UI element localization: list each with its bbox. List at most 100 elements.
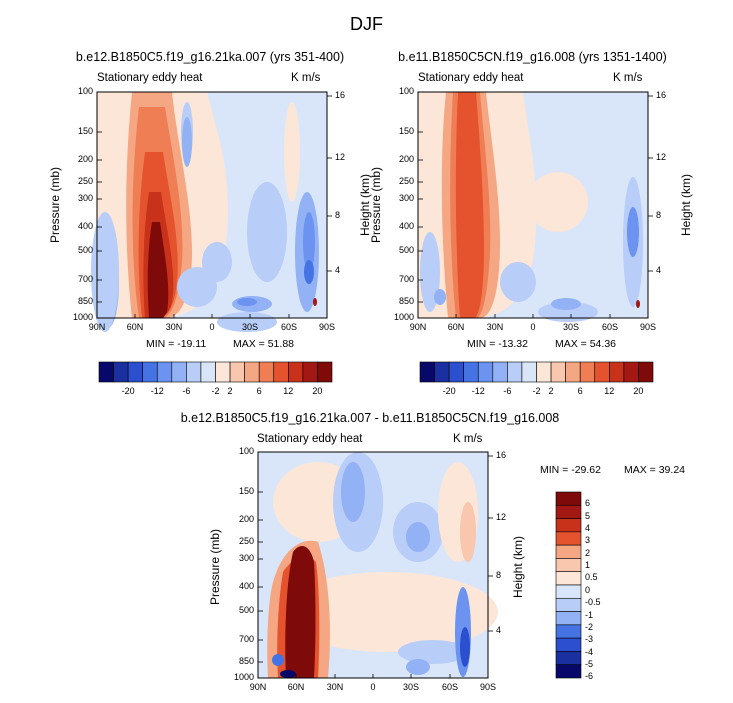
min-label: MIN = -19.11 [146,338,207,350]
x-tick-label: 30S [402,682,419,692]
x-tick-label: 90S [639,322,656,332]
x-tick-label: 0 [530,322,536,332]
min-label: MIN = -29.62 [540,464,601,476]
height-tick-label: 12 [496,512,507,522]
x-tick-label: 0 [209,322,215,332]
x-tick-label: 90S [318,322,335,332]
colorbar-tick-label: -5 [585,658,594,669]
max-label: MAX = 54.36 [555,338,616,350]
colorbar-tick-label: -2 [211,386,220,396]
x-tick-label: 0 [370,682,376,692]
y-tick-label: 500 [398,245,414,255]
y-tick-label: 400 [238,581,254,591]
colorbar-tick-label: -6 [503,386,512,396]
height-tick-label: 8 [335,210,341,220]
y-tick-label: 200 [238,514,254,524]
x-tick-label: 30N [326,682,344,692]
x-tick-label: 30N [486,322,504,332]
y-tick-label: 150 [238,486,254,496]
max-label: MAX = 39.24 [624,464,685,476]
contour-plot [91,91,332,332]
colorbar-tick-label: 6 [585,498,591,509]
y-tick-label: 1000 [233,672,254,682]
y-tick-label: 250 [398,176,414,186]
y-tick-label: 700 [398,274,414,284]
left-label: Stationary eddy heat [418,72,524,84]
x-tick-label: 60S [280,322,297,332]
colorbar [555,491,582,679]
y-tick-label: 250 [77,176,93,186]
colorbar-tick-label: 1 [585,560,591,571]
y-tick-label: 700 [77,274,93,284]
colorbar-tick-label: 20 [312,386,323,396]
y-tick-label: 150 [77,126,93,136]
units-label: K m/s [291,72,321,84]
colorbar-tick-label: 2 [585,547,591,558]
colorbar-tick-label: 12 [283,386,294,396]
colorbar-tick-label: 6 [256,386,262,396]
y-tick-label: 400 [77,221,93,231]
colorbar-tick-label: -12 [471,386,485,396]
colorbar-tick-label: 0 [585,584,591,595]
x-tick-label: 60S [441,682,458,692]
y-tick-label: 700 [238,634,254,644]
x-tick-label: 30S [562,322,579,332]
min-label: MIN = -13.32 [467,338,528,350]
y-tick-label: 1000 [393,312,414,322]
y-tick-label: 100 [398,86,414,96]
colorbar [98,361,333,383]
y-tick-label: 250 [238,536,254,546]
x-tick-label: 60S [601,322,618,332]
colorbar-tick-label: -4 [585,646,594,657]
contour-plot [417,91,653,322]
colorbar [419,361,654,383]
colorbar-tick-label: 20 [633,386,644,396]
colorbar-tick-label: -6 [182,386,191,396]
colorbar-tick-label: 0.5 [585,572,598,583]
height-tick-label: 8 [656,210,662,220]
max-label: MAX = 51.88 [233,338,294,350]
colorbar-tick-label: 5 [585,510,591,521]
x-tick-label: 90N [249,682,267,692]
height-tick-label: 12 [656,152,667,162]
colorbar-tick-label: -2 [585,621,594,632]
y-tick-label: 300 [238,553,254,563]
x-tick-label: 60N [126,322,144,332]
colorbar-tick-label: -0.5 [585,597,601,608]
panel-title: b.e12.B1850C5.f19_g16.21ka.007 (yrs 351-… [75,50,345,64]
y-tick-label: 100 [77,86,93,96]
y-tick-label: 300 [398,193,414,203]
colorbar-tick-label: -3 [585,634,594,645]
y2-axis-title: Height (km) [511,536,525,599]
panel-title: b.e12.B1850C5.f19_g16.21ka.007 - b.e11.B… [180,411,560,425]
main-title: DJF [350,14,383,34]
left-label: Stationary eddy heat [257,433,363,445]
colorbar-tick-label: -2 [532,386,541,396]
colorbar-tick-label: -1 [585,609,594,620]
colorbar-tick-label: 2 [227,386,233,396]
colorbar-tick-label: 6 [577,386,583,396]
colorbar-tick-label: 12 [604,386,615,396]
y-tick-label: 500 [238,605,254,615]
contour-plot [257,451,498,679]
height-tick-label: 12 [335,152,346,162]
y-tick-label: 850 [238,656,254,666]
y-tick-label: 400 [398,221,414,231]
y-tick-label: 200 [398,154,414,164]
height-tick-label: 8 [496,570,502,580]
y-tick-label: 300 [77,193,93,203]
x-tick-label: 60N [287,682,305,692]
y-axis-title: Pressure (mb) [48,167,62,244]
colorbar-tick-label: -12 [150,386,164,396]
y-axis-title: Pressure (mb) [369,167,383,244]
left-label: Stationary eddy heat [97,72,203,84]
height-tick-label: 16 [496,450,507,460]
x-tick-label: 90N [88,322,106,332]
x-tick-label: 30S [241,322,258,332]
x-tick-label: 30N [165,322,183,332]
y-tick-label: 150 [398,126,414,136]
x-tick-label: 90S [479,682,496,692]
x-tick-label: 60N [447,322,465,332]
height-tick-label: 16 [335,90,346,100]
colorbar-tick-label: 3 [585,535,591,546]
